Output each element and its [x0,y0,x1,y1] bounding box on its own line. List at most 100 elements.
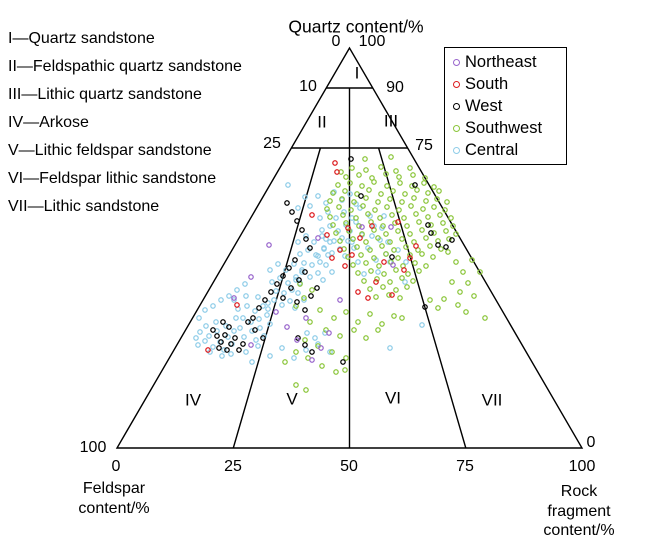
scatter-point [408,203,414,209]
scatter-point [197,329,203,335]
scatter-point [444,199,450,205]
scatter-point [376,263,382,269]
scatter-point [337,297,343,303]
scatter-point [396,174,402,180]
scatter-point [383,231,389,237]
scatter-point [375,199,381,205]
scatter-point [361,271,367,277]
scatter-point [286,265,292,271]
scatter-point [349,165,355,171]
scatter-point [379,321,385,327]
scatter-point [423,198,429,204]
scatter-point [302,269,308,275]
scatter-point [333,215,339,221]
left-edge-tick-25: 25 [263,135,281,152]
scatter-point [309,262,315,268]
scatter-point [267,267,273,273]
scatter-point [463,309,469,315]
scatter-point [381,271,387,277]
scatter-point [448,215,454,221]
scatter-point [256,316,262,322]
scatter-point [329,250,335,256]
scatter-point [369,223,375,229]
scatter-point [218,339,224,345]
left-edge-tick-10: 10 [299,78,317,95]
scatter-point [302,194,308,200]
scatter-point [243,349,249,355]
feldspar-axis-label-line2: content/% [78,500,150,517]
scatter-point [345,225,351,231]
scatter-point [240,315,246,321]
scatter-point [223,323,229,329]
scatter-point [402,279,408,285]
scatter-point [413,243,419,249]
scatter-point [427,243,433,249]
scatter-point [327,214,333,220]
scatter-point [387,279,393,285]
scatter-point [294,299,300,305]
scatter-point [295,239,301,245]
scatter-point [302,342,308,348]
scatter-point [280,273,286,279]
scatter-point [425,222,431,228]
scatter-point [356,223,362,229]
scatter-point [443,244,449,250]
scatter-point [419,251,425,257]
scatter-point [203,323,209,329]
scatter-point [450,223,456,229]
scatter-point [315,270,321,276]
scatter-point [294,218,300,224]
scatter-point [249,328,255,334]
scatter-point [249,359,255,365]
scatter-point [420,206,426,212]
scatter-point [339,196,345,202]
scatter-point [423,263,429,269]
fr-ratio-25-line [232,147,322,449]
scatter-point [387,196,393,202]
scatter-point [363,260,369,266]
scatter-point [350,262,356,268]
legend-label-northeast: Northeast [465,52,537,71]
scatter-point [288,285,294,291]
scatter-point [435,305,441,311]
scatter-point [309,357,315,363]
legend-box: Northeast South West Southwest Central [444,47,567,165]
scatter-point [353,215,359,221]
scatter-point [221,347,227,353]
scatter-point [443,228,449,234]
scatter-point [371,179,377,185]
scatter-point [336,204,342,210]
scatter-point [324,232,330,238]
classification-item-7: VII—Lithic sandstone [8,198,160,215]
scatter-point [297,251,303,257]
scatter-point [363,335,369,341]
scatter-point [369,233,375,239]
scatter-point [405,271,411,277]
scatter-point [347,180,353,186]
scatter-point [309,287,315,293]
scatter-point [431,184,437,190]
scatter-point [213,319,219,325]
scatter-point [471,293,477,299]
scatter-point [453,231,459,237]
scatter-point [237,325,243,331]
scatter-point [403,244,409,250]
scatter-point [416,268,422,274]
scatter-point [342,253,348,259]
scatter-point [395,228,401,234]
scatter-point [268,289,274,295]
scatter-point [375,327,381,333]
scatter-point [210,327,216,333]
scatter-point [341,209,347,215]
scatter-point [349,252,355,258]
scatter-point [399,236,405,242]
scatter-point [381,259,387,265]
scatter-point [284,200,290,206]
scatter-point [397,180,403,186]
scatter-point [359,224,365,230]
scatter-point [434,196,440,202]
legend-label-central: Central [465,140,519,159]
scatter-point [301,297,307,303]
scatter-point [384,183,390,189]
